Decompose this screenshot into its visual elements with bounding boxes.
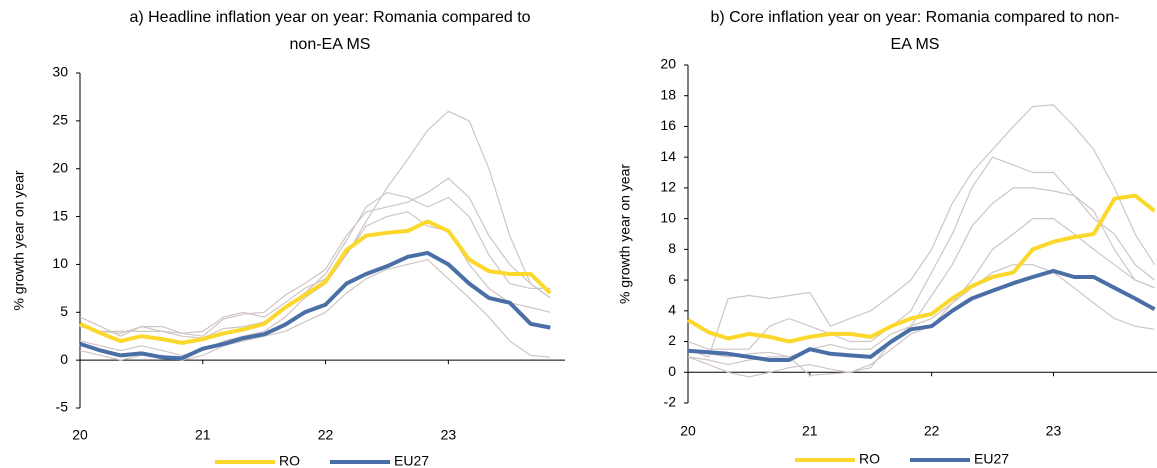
legend-label: EU27 xyxy=(394,453,429,468)
y-tick-label: 20 xyxy=(52,159,68,175)
chart-a: -5 0 5 10 15 20 25 30 20 21 22 23 % growth year on y… xyxy=(11,64,565,468)
member-state-line xyxy=(687,156,1155,350)
series-line xyxy=(687,268,1156,362)
x-tick-label: 20 xyxy=(72,427,88,443)
series-line xyxy=(79,250,551,361)
y-tick-label: 6 xyxy=(668,271,676,287)
member-state-line xyxy=(79,177,551,337)
chart-title: a) Headline inflation year on year: Roma… xyxy=(129,9,531,53)
y-tick-label: 2 xyxy=(668,332,676,348)
y-tick-label: 25 xyxy=(52,112,68,128)
x-tick-label: 21 xyxy=(195,427,211,443)
y-tick-label: 14 xyxy=(660,148,676,164)
y-tick-label: 0 xyxy=(60,351,68,367)
y-tick-label: 8 xyxy=(668,240,676,256)
y-tick-label: 5 xyxy=(60,303,68,319)
y-tick-label: 16 xyxy=(660,117,676,133)
x-tick-label: 23 xyxy=(1046,423,1062,439)
y-tick-label: -2 xyxy=(664,394,677,410)
y-tick-label: 0 xyxy=(668,363,676,379)
y-tick-label: 10 xyxy=(660,209,676,225)
member-state-line xyxy=(687,187,1155,378)
series-line xyxy=(686,193,1156,344)
x-tick-label: 22 xyxy=(924,423,940,439)
y-tick-label: 15 xyxy=(52,207,68,223)
x-tick-label: 23 xyxy=(441,427,457,443)
x-tick-label: 22 xyxy=(318,427,334,443)
x-tick-label: 21 xyxy=(802,423,818,439)
member-state-line xyxy=(687,104,1156,358)
y-axis-label: % growth year on year xyxy=(617,164,633,304)
y-tick-label: 12 xyxy=(660,179,676,195)
member-state-line xyxy=(79,192,551,339)
y-tick-label: 4 xyxy=(668,302,676,318)
chart-title: b) Core inflation year on year: Romania … xyxy=(710,9,1120,53)
legend-label: RO xyxy=(859,451,880,467)
y-tick-label: 30 xyxy=(52,64,68,80)
y-tick-label: 18 xyxy=(660,86,676,102)
legend-label: EU27 xyxy=(974,451,1009,467)
y-tick-label: 20 xyxy=(660,56,676,72)
y-tick-label: 10 xyxy=(52,255,68,271)
series-line xyxy=(79,219,552,345)
legend-label: RO xyxy=(279,453,300,468)
member-state-line xyxy=(687,264,1155,358)
member-state-line xyxy=(79,110,551,337)
x-tick-label: 20 xyxy=(680,423,696,439)
y-axis-label: % growth year on year xyxy=(11,170,27,310)
y-tick-label: -5 xyxy=(56,399,69,415)
chart-b: -2 0 2 4 6 8 10 12 14 16 18 20 20 21 22 23 % growth year… xyxy=(617,56,1157,467)
